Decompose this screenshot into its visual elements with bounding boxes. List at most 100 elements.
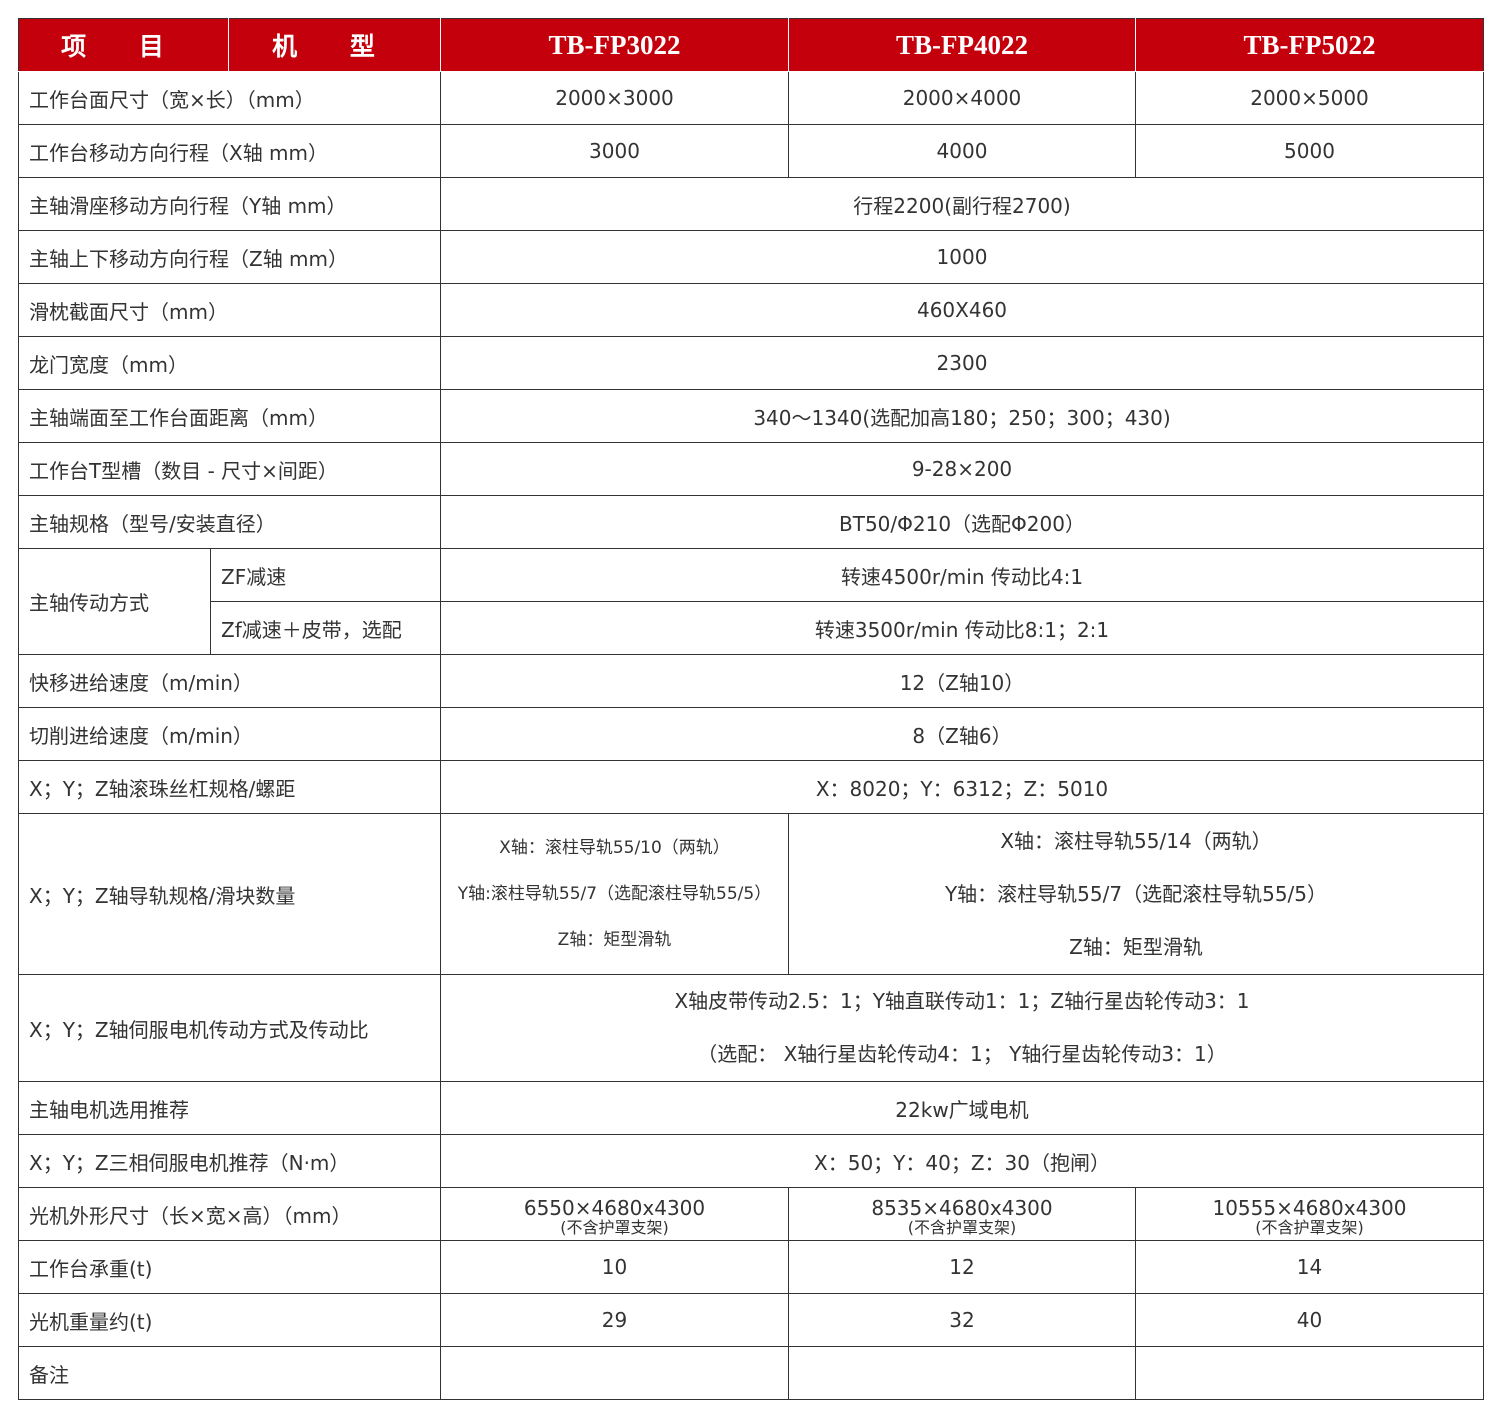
- header-item: 项 目: [18, 18, 229, 72]
- value-line: 8535×4680x4300: [871, 1196, 1053, 1220]
- table-row: 主轴传动方式 ZF减速 转速4500r/min 传动比4:1: [18, 548, 1484, 655]
- table-row: 主轴电机选用推荐 22kw广域电机: [18, 1081, 1484, 1135]
- row-value: 2000×5000: [1135, 71, 1484, 125]
- value-line: （选配： X轴行星齿轮传动4：1； Y轴行星齿轮传动3：1）: [697, 1042, 1227, 1066]
- row-label: 主轴上下移动方向行程（Z轴 mm）: [18, 230, 441, 284]
- value-line: X轴：滚柱导轨55/10（两轨）: [499, 838, 730, 858]
- row-label: 备注: [18, 1346, 441, 1400]
- row-value: 行程2200(副行程2700): [440, 177, 1484, 231]
- table-row: X；Y；Z轴伺服电机传动方式及传动比 X轴皮带传动2.5：1；Y轴直联传动1：1；…: [18, 974, 1484, 1082]
- row-value: X轴：滚柱导轨55/10（两轨） Y轴:滚柱导轨55/7（选配滚柱导轨55/5） Z…: [440, 813, 789, 975]
- table-row: 龙门宽度（mm） 2300: [18, 336, 1484, 390]
- row-label: 工作台移动方向行程（X轴 mm）: [18, 124, 441, 178]
- row-label: X；Y；Z轴伺服电机传动方式及传动比: [18, 974, 441, 1082]
- table-row: 滑枕截面尺寸（mm） 460X460: [18, 283, 1484, 337]
- row-value: 8535×4680x4300 (不含护罩支架): [788, 1187, 1136, 1241]
- table-row: 主轴滑座移动方向行程（Y轴 mm） 行程2200(副行程2700): [18, 177, 1484, 231]
- value-line: 5000: [1284, 139, 1335, 163]
- row-label: X；Y；Z轴导轨规格/滑块数量: [18, 813, 441, 975]
- row-label: 工作台面尺寸（宽×长）（mm）: [18, 71, 441, 125]
- value-line: 8（Z轴6）: [912, 723, 1012, 748]
- table-row: 工作台T型槽（数目 - 尺寸×间距） 9-28×200: [18, 442, 1484, 496]
- value-line: BT50/Φ210（选配Φ200）: [839, 511, 1085, 536]
- row-label: 工作台承重(t): [18, 1240, 441, 1294]
- row-value: 2300: [440, 336, 1484, 390]
- row-value: 10555×4680x4300 (不含护罩支架): [1135, 1187, 1484, 1241]
- value-line: 22kw广域电机: [895, 1097, 1029, 1122]
- row-label: 主轴端面至工作台面距离（mm）: [18, 389, 441, 443]
- value-line: 10: [601, 1255, 628, 1279]
- row-value: 29: [440, 1293, 789, 1347]
- table-row: 工作台面尺寸（宽×长）（mm） 2000×3000 2000×4000 2000×50…: [18, 71, 1484, 125]
- row-label: 主轴滑座移动方向行程（Y轴 mm）: [18, 177, 441, 231]
- row-value: X：50；Y：40；Z：30（抱闸）: [440, 1134, 1484, 1188]
- row-value: 4000: [788, 124, 1136, 178]
- row-label: 龙门宽度（mm）: [18, 336, 441, 390]
- value-line: 10555×4680x4300: [1212, 1196, 1407, 1220]
- row-label: 切削进给速度（m/min）: [18, 707, 441, 761]
- spec-body: 工作台面尺寸（宽×长）（mm） 2000×3000 2000×4000 2000×50…: [18, 71, 1484, 1400]
- value-line: 460X460: [916, 298, 1008, 322]
- row-value: 转速3500r/min 传动比8:1；2:1: [440, 601, 1484, 655]
- value-line: 1000: [936, 245, 988, 269]
- value-line: 9-28×200: [911, 457, 1013, 481]
- row-value: 22kw广域电机: [440, 1081, 1484, 1135]
- row-label: 主轴规格（型号/安装直径）: [18, 495, 441, 549]
- header-model-3: TB-FP5022: [1135, 18, 1484, 72]
- sub-row-label: Zf减速＋皮带，选配: [210, 601, 441, 655]
- table-row: X；Y；Z轴滚珠丝杠规格/螺距 X：8020；Y：6312；Z：5010: [18, 760, 1484, 814]
- row-value: X轴皮带传动2.5：1；Y轴直联传动1：1；Z轴行星齿轮传动3：1 （选配： X轴…: [440, 974, 1484, 1082]
- table-row: X；Y；Z三相伺服电机推荐（N·m） X：50；Y：40；Z：30（抱闸）: [18, 1134, 1484, 1188]
- table-row: 主轴上下移动方向行程（Z轴 mm） 1000: [18, 230, 1484, 284]
- row-label: 主轴传动方式: [18, 548, 211, 655]
- row-value: X轴：滚柱导轨55/14（两轨） Y轴：滚柱导轨55/7（选配滚柱导轨55/5） Z…: [788, 813, 1484, 975]
- row-label: 快移进给速度（m/min）: [18, 654, 441, 708]
- row-value: [440, 1346, 789, 1400]
- row-value: 5000: [1135, 124, 1484, 178]
- row-label: 光机重量约(t): [18, 1293, 441, 1347]
- row-label: 主轴电机选用推荐: [18, 1081, 441, 1135]
- value-line: Z轴：矩型滑轨: [1069, 934, 1203, 959]
- value-line: 2000×5000: [1250, 86, 1369, 110]
- row-value: 9-28×200: [440, 442, 1484, 496]
- row-value: BT50/Φ210（选配Φ200）: [440, 495, 1484, 549]
- table-row: X；Y；Z轴导轨规格/滑块数量 X轴：滚柱导轨55/10（两轨） Y轴:滚柱导轨55…: [18, 813, 1484, 975]
- row-value: [1135, 1346, 1484, 1400]
- table-row: 工作台移动方向行程（X轴 mm） 3000 4000 5000: [18, 124, 1484, 178]
- header-model-2: TB-FP4022: [788, 18, 1136, 72]
- row-label: X；Y；Z轴滚珠丝杠规格/螺距: [18, 760, 441, 814]
- value-line: 2300: [936, 351, 988, 375]
- value-line: 12: [949, 1255, 975, 1279]
- row-value: 1000: [440, 230, 1484, 284]
- value-line: 2000×4000: [902, 86, 1022, 110]
- header-row: 项 目 机 型 TB-FP3022 TB-FP4022 TB-FP5022: [18, 18, 1484, 72]
- spec-table: 项 目 机 型 TB-FP3022 TB-FP4022 TB-FP5022 工作…: [18, 18, 1484, 1400]
- row-value: X：8020；Y：6312；Z：5010: [440, 760, 1484, 814]
- row-value: 2000×4000: [788, 71, 1136, 125]
- row-label: 光机外形尺寸（长×宽×高）（mm）: [18, 1187, 441, 1241]
- row-label: X；Y；Z三相伺服电机推荐（N·m）: [18, 1134, 441, 1188]
- row-value: 3000: [440, 124, 789, 178]
- value-note: (不含护罩支架): [907, 1218, 1017, 1237]
- value-note: (不含护罩支架): [1255, 1218, 1364, 1237]
- value-line: Z轴：矩型滑轨: [557, 930, 672, 950]
- header-model: 机 型: [228, 18, 441, 72]
- row-value: 2000×3000: [440, 71, 789, 125]
- value-line: X：8020；Y：6312；Z：5010: [815, 776, 1109, 801]
- row-value: 340～1340(选配加高180；250；300；430): [440, 389, 1484, 443]
- row-value: 8（Z轴6）: [440, 707, 1484, 761]
- row-value: [788, 1346, 1136, 1400]
- header-model-1: TB-FP3022: [440, 18, 789, 72]
- row-value: 转速4500r/min 传动比4:1: [440, 548, 1484, 602]
- value-line: 2000×3000: [555, 86, 674, 110]
- table-row: 工作台承重(t) 10 12 14: [18, 1240, 1484, 1294]
- table-row: Zf减速＋皮带，选配 转速3500r/min 传动比8:1；2:1: [19, 601, 1484, 655]
- value-note: (不含护罩支架): [560, 1218, 669, 1237]
- value-line: X轴皮带传动2.5：1；Y轴直联传动1：1；Z轴行星齿轮传动3：1: [674, 989, 1250, 1013]
- table-row: 光机外形尺寸（长×宽×高）（mm） 6550×4680x4300 (不含护罩支架) 8…: [18, 1187, 1484, 1241]
- value-line: X轴：滚柱导轨55/14（两轨）: [1000, 828, 1272, 853]
- row-value: 6550×4680x4300 (不含护罩支架): [440, 1187, 789, 1241]
- value-line: 32: [949, 1308, 975, 1332]
- table-row: 主轴端面至工作台面距离（mm） 340～1340(选配加高180；250；300；…: [18, 389, 1484, 443]
- table-row: 主轴规格（型号/安装直径） BT50/Φ210（选配Φ200）: [18, 495, 1484, 549]
